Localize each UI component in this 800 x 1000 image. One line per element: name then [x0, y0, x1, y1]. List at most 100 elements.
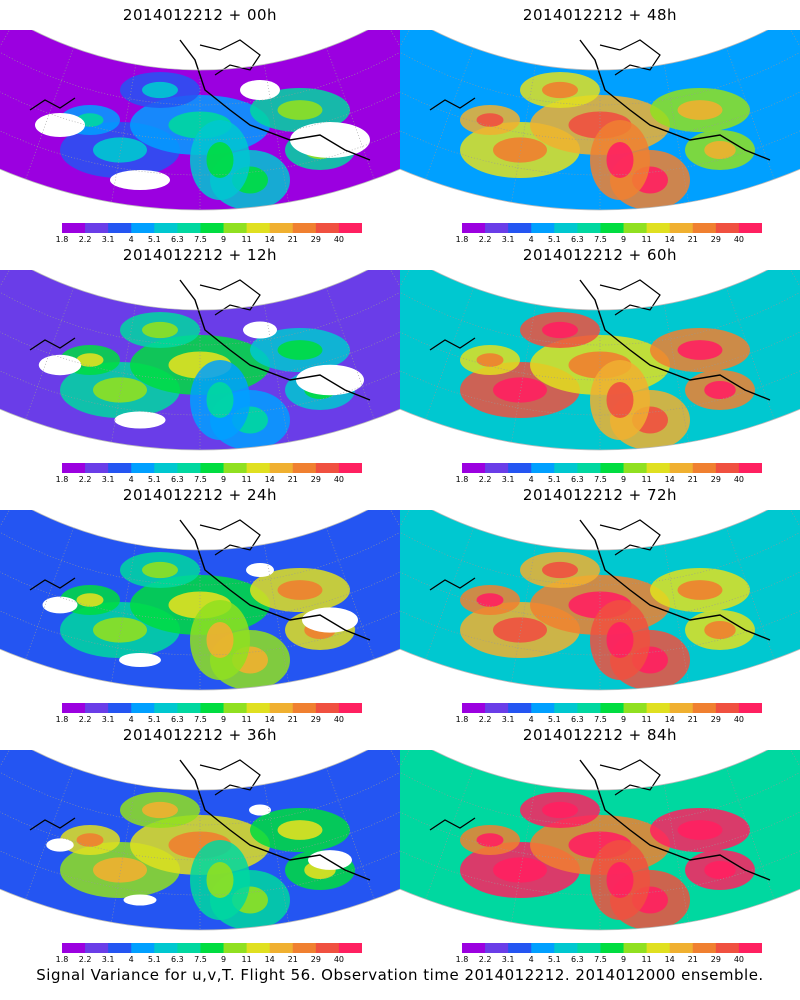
field-core	[677, 820, 723, 840]
no-data-area	[123, 894, 157, 906]
colorbar-swatch	[154, 703, 178, 713]
forecast-map	[400, 510, 800, 691]
colorbar-swatch	[62, 943, 86, 953]
field-core	[677, 100, 723, 120]
map-boundary	[0, 750, 400, 931]
field-core	[493, 137, 547, 163]
colorbar-label: 4	[528, 715, 534, 724]
colorbar-swatch	[62, 463, 86, 473]
field-core	[277, 340, 323, 360]
colorbar-label: 6.3	[571, 955, 584, 964]
map-boundary	[400, 510, 800, 691]
forecast-map	[0, 510, 400, 691]
field-core	[704, 381, 736, 399]
colorbar-label: 6.3	[171, 715, 184, 724]
no-data-area	[308, 850, 352, 870]
colorbar-label: 29	[710, 715, 721, 724]
colorbar-label: 4	[528, 475, 534, 484]
field-core	[493, 617, 547, 643]
coastline	[429, 817, 476, 831]
field-core	[93, 137, 147, 163]
colorbar-swatch	[85, 223, 109, 233]
colorbar-label: 40	[733, 955, 745, 964]
field-core	[206, 142, 234, 178]
colorbar-label: 9	[220, 235, 227, 244]
field-core	[542, 561, 578, 579]
colorbar-swatch	[600, 463, 625, 473]
colorbar-label: 5.1	[147, 955, 161, 964]
colorbar-swatch	[508, 463, 532, 473]
field-core	[93, 857, 147, 883]
field-core	[142, 321, 178, 339]
colorbar-label: 2.2	[78, 955, 92, 964]
colorbar-label: 29	[310, 715, 321, 724]
colorbar-label: 29	[710, 955, 721, 964]
colorbar-swatch	[62, 223, 86, 233]
colorbar-labels: 1.8 2.2 3.1 4 5.1 6.3 7.5 9 11 14 21 29 40	[56, 715, 362, 727]
colorbar-label: 9	[620, 955, 627, 964]
colorbar-label: 2.2	[478, 235, 492, 244]
colorbar-swatch	[715, 943, 740, 953]
graticule-line	[0, 750, 400, 826]
panel-title: 2014012212 + 84h	[522, 726, 678, 744]
colorbar-swatch	[108, 943, 132, 953]
colorbar-swatch	[462, 223, 486, 233]
no-data-area	[114, 411, 166, 429]
colorbar-label: 6.3	[171, 235, 184, 244]
colorbar-label: 6.3	[571, 475, 584, 484]
colorbar-swatch	[577, 703, 601, 713]
colorbar-label: 21	[287, 235, 298, 244]
colorbar-label: 9	[220, 955, 227, 964]
colorbar-label: 40	[733, 475, 745, 484]
field-core	[493, 377, 547, 403]
colorbar-label: 4	[128, 235, 134, 244]
no-data-area	[249, 804, 271, 816]
colorbar	[62, 223, 362, 233]
colorbar-label: 7.5	[194, 955, 207, 964]
colorbar-label: 7.5	[194, 475, 207, 484]
colorbar-swatch	[200, 463, 225, 473]
colorbar-label: 4	[128, 955, 134, 964]
colorbar-labels: 1.8 2.2 3.1 4 5.1 6.3 7.5 9 11 14 21 29 40	[56, 235, 362, 247]
colorbar-label: 40	[333, 235, 345, 244]
colorbar-label: 3.1	[501, 235, 515, 244]
colorbar-label: 5.1	[147, 715, 161, 724]
map-boundary	[400, 270, 800, 451]
coastline	[29, 97, 76, 111]
field-core	[76, 833, 104, 847]
colorbar-swatch	[692, 223, 717, 233]
colorbar-label: 14	[664, 955, 675, 964]
colorbar-label: 9	[620, 475, 627, 484]
colorbar-label: 29	[310, 955, 321, 964]
field-core	[476, 833, 504, 847]
colorbar-label: 3.1	[501, 955, 515, 964]
colorbar-swatch	[623, 223, 648, 233]
colorbar-swatch	[485, 223, 509, 233]
colorbar-swatch	[85, 703, 109, 713]
colorbar-label: 9	[220, 475, 227, 484]
colorbar-swatch	[531, 703, 555, 713]
colorbar-swatch	[223, 223, 248, 233]
colorbar-swatch	[462, 463, 486, 473]
field-core	[476, 593, 504, 607]
colorbar-swatch	[269, 463, 294, 473]
colorbar-label: 29	[710, 475, 721, 484]
no-data-area	[240, 80, 280, 100]
colorbar-swatch	[577, 223, 601, 233]
panel-title: 2014012212 + 24h	[122, 486, 278, 504]
colorbar-swatch	[554, 223, 578, 233]
colorbar-label: 5.1	[547, 235, 561, 244]
colorbar-swatch	[177, 463, 201, 473]
colorbar-label: 11	[641, 715, 652, 724]
no-data-area	[35, 113, 85, 137]
colorbar-swatch	[292, 943, 317, 953]
graticule-line	[400, 750, 800, 826]
coastline	[199, 39, 261, 76]
colorbar-swatch	[338, 223, 362, 233]
colorbar-label: 7.5	[594, 955, 607, 964]
colorbar-swatch	[131, 463, 155, 473]
coastline	[429, 337, 476, 351]
colorbar-label: 5.1	[147, 475, 161, 484]
colorbar-label: 4	[128, 715, 134, 724]
colorbar-swatch	[554, 703, 578, 713]
